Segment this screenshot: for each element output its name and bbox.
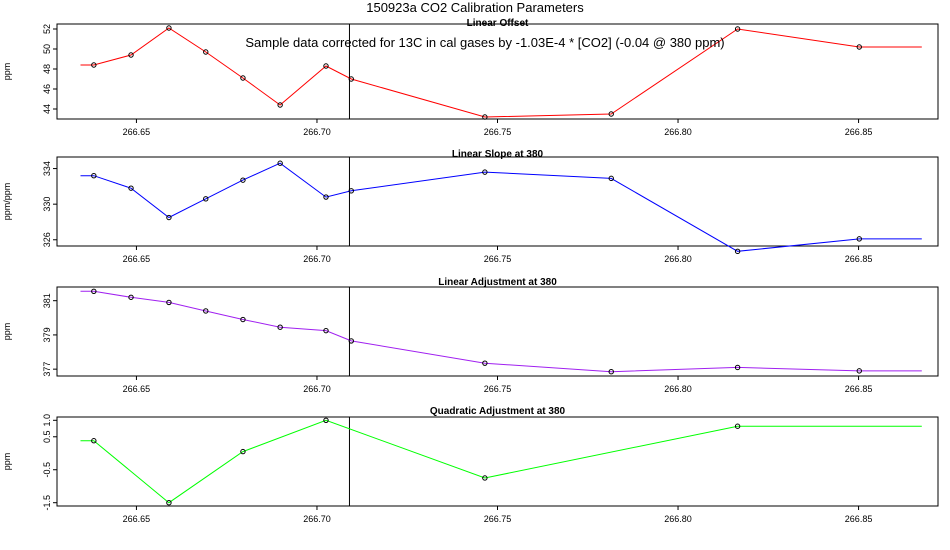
data-point [856, 236, 862, 242]
y-tick-label: 334 [42, 161, 52, 176]
data-point [203, 308, 209, 314]
y-tick-label: 50 [42, 44, 52, 54]
panel-title: Linear Slope at 380 [452, 149, 544, 160]
plot-frame [56, 416, 939, 507]
data-point [348, 188, 354, 194]
x-tick-label: 266.65 [123, 254, 151, 264]
data-point [348, 76, 354, 82]
plot-frame [56, 286, 939, 377]
data-point [323, 417, 329, 423]
x-tick-label: 266.75 [484, 127, 512, 137]
panel-4: Quadratic Adjustment at 380 266.65 266.70 2… [2, 406, 939, 524]
y-tick-label: 330 [42, 197, 52, 212]
data-point [482, 475, 488, 481]
data-point [277, 102, 283, 108]
data-point [91, 62, 97, 68]
x-tick-label: 266.65 [123, 514, 151, 524]
data-point [277, 324, 283, 330]
data-point [608, 111, 614, 117]
figure-title: 150923a CO2 Calibration Parameters [366, 0, 584, 15]
y-tick-label: -1.5 [42, 495, 52, 511]
x-tick-label: 266.65 [123, 127, 151, 137]
data-point [203, 49, 209, 55]
data-point [323, 327, 329, 334]
correction-annotation: Sample data corrected for 13C in cal gas… [245, 35, 724, 50]
data-point [240, 177, 246, 183]
data-point [91, 438, 97, 444]
data-point [128, 185, 134, 191]
y-tick-label: 0.5 [42, 431, 52, 444]
x-tick-label: 266.70 [303, 254, 331, 264]
x-tick-label: 266.70 [303, 514, 331, 524]
data-point [240, 448, 246, 455]
panel-2: Linear Slope at 380 266.65 266.70 266.75 266… [2, 149, 939, 264]
series-line [80, 290, 922, 373]
x-tick-label: 266.75 [484, 384, 512, 394]
data-point [323, 194, 329, 200]
data-point [482, 360, 488, 366]
y-tick-label: 1.0 [42, 414, 52, 427]
y-tick-label: 377 [42, 362, 52, 377]
y-tick-label: 44 [42, 104, 52, 114]
y-axis-label: ppm [2, 63, 12, 81]
data-point [608, 175, 614, 182]
data-point [166, 214, 172, 221]
data-point [240, 316, 246, 323]
y-axis-label: ppm [2, 453, 12, 471]
y-tick-label: 379 [42, 327, 52, 342]
data-point [856, 368, 862, 374]
x-tick-label: 266.80 [664, 514, 692, 524]
x-tick-label: 266.70 [303, 127, 331, 137]
x-tick-label: 266.65 [123, 384, 151, 394]
data-point [240, 75, 246, 81]
x-tick-label: 266.85 [845, 254, 873, 264]
x-tick-label: 266.75 [484, 514, 512, 524]
data-point [734, 26, 741, 32]
data-point [166, 500, 172, 506]
y-tick-label: 381 [42, 293, 52, 308]
y-tick-label: 46 [42, 84, 52, 94]
y-tick-label: -0.5 [42, 462, 52, 478]
data-point [608, 369, 614, 375]
x-tick-label: 266.80 [664, 127, 692, 137]
data-point [166, 25, 172, 31]
x-tick-label: 266.70 [303, 384, 331, 394]
y-tick-label: 326 [42, 232, 52, 247]
panel-title: Linear Adjustment at 380 [438, 277, 557, 288]
data-point [482, 169, 488, 175]
data-point [166, 299, 172, 306]
x-tick-label: 266.75 [484, 254, 512, 264]
data-point [734, 364, 741, 371]
series-line [80, 27, 922, 118]
data-point [734, 248, 741, 255]
data-point [482, 114, 488, 120]
data-point [203, 196, 209, 202]
x-tick-label: 266.85 [845, 127, 873, 137]
series-line [80, 162, 922, 252]
y-tick-label: 48 [42, 64, 52, 74]
data-point [128, 294, 134, 300]
data-point [323, 63, 329, 69]
x-tick-label: 266.85 [845, 514, 873, 524]
y-axis-label: ppm/ppm [2, 183, 12, 221]
y-tick-label: 52 [42, 24, 52, 34]
panel-title: Quadratic Adjustment at 380 [430, 406, 566, 417]
x-tick-label: 266.80 [664, 254, 692, 264]
data-point [856, 44, 862, 50]
plot-frame [56, 156, 939, 247]
data-point [91, 288, 97, 294]
panel-3: Linear Adjustment at 380 266.65 266.70 266.… [2, 277, 939, 394]
data-point [91, 172, 97, 179]
series-line [80, 419, 922, 504]
y-axis-label: ppm [2, 323, 12, 341]
x-tick-label: 266.85 [845, 384, 873, 394]
data-point [128, 52, 134, 58]
data-point [277, 160, 283, 166]
x-tick-label: 266.80 [664, 384, 692, 394]
data-point [348, 338, 354, 344]
data-point [734, 423, 741, 429]
